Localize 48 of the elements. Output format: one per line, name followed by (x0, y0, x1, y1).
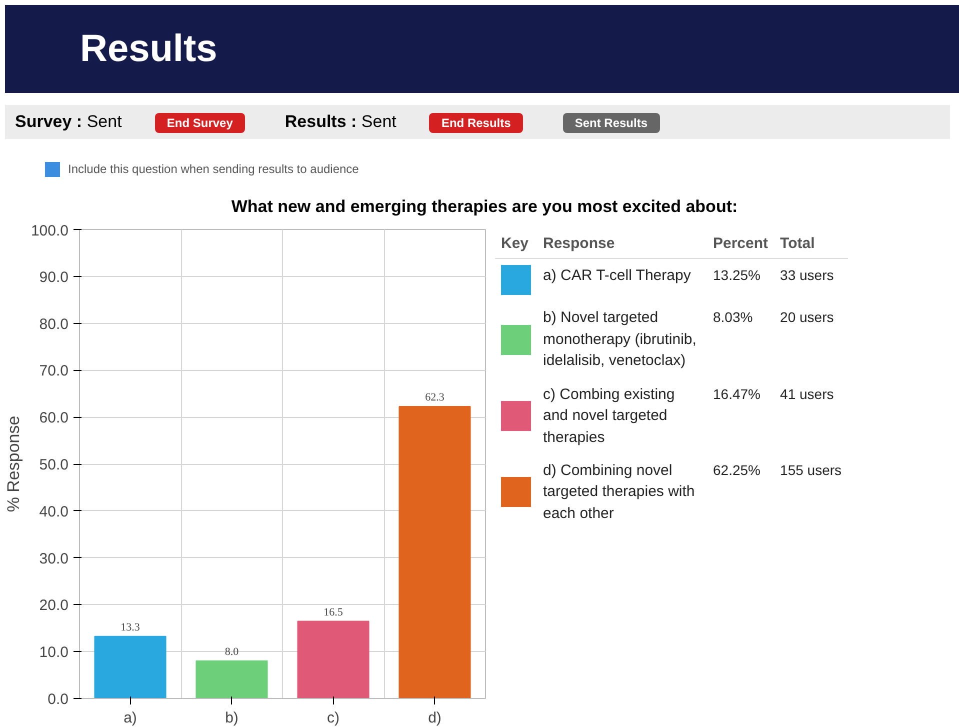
text: End Survey (154, 113, 245, 133)
text: b) Novel targeted monotherapy (ibrutinib, idelalisib, venetoclax) (542, 308, 698, 372)
chart-title: Results (5, 5, 959, 93)
text: 155 users (779, 460, 843, 480)
text: Survey : Sent (15, 112, 122, 131)
y-tick-label: 20.0 (39, 597, 69, 614)
text: 62.25% (712, 460, 762, 480)
text: 16.47% (712, 384, 762, 404)
x-tick-label: d) (428, 710, 442, 726)
y-tick-label: 0.0 (48, 691, 69, 708)
data-label: 8.0 (224, 646, 240, 658)
text: 8.03% (712, 308, 754, 328)
x-tick-label: a) (124, 710, 137, 726)
y-tick-label: 70.0 (39, 362, 69, 380)
x-tick-label: c) (327, 710, 340, 726)
bar (297, 620, 370, 698)
text: Include this question when sending results to audience (67, 161, 359, 178)
y-tick-label: 90.0 (39, 268, 69, 286)
bar (94, 636, 166, 698)
y-tick-label: 50.0 (39, 456, 69, 474)
text: Percent (707, 229, 774, 259)
text: Total (774, 229, 848, 259)
bar (196, 660, 268, 698)
text: a) CAR T-cell Therapy (542, 266, 692, 286)
y-tick-label: 60.0 (39, 410, 69, 427)
text: Sent Results (562, 113, 660, 133)
text: c) Combing existing and novel targeted therapies (542, 384, 676, 448)
text: 33 users (779, 266, 835, 286)
bar (398, 406, 471, 698)
y-tick-label: 80.0 (39, 316, 69, 333)
y-tick-label: 10.0 (39, 644, 69, 662)
chart-subtitle: What new and emerging therapies are you most excited about: (230, 196, 739, 218)
text: End Results (429, 113, 523, 133)
data-label: 16.5 (324, 606, 344, 618)
text: 41 users (779, 384, 835, 404)
y-tick-label: 30.0 (39, 550, 69, 568)
text: Key (495, 229, 537, 259)
y-tick-label: 100.0 (30, 222, 69, 240)
y-tick-label: 40.0 (39, 503, 69, 520)
text: Response (537, 229, 707, 259)
text: Results : Sent (284, 112, 396, 131)
data-label: 62.3 (425, 392, 445, 404)
text: 13.25% (712, 266, 762, 286)
data-label: 13.3 (120, 621, 140, 634)
text: d) Combining novel targeted therapies with each other (542, 460, 696, 524)
x-tick-label: b) (225, 710, 238, 726)
y-axis-title: % Response (4, 416, 23, 512)
text: 20 users (779, 308, 835, 328)
